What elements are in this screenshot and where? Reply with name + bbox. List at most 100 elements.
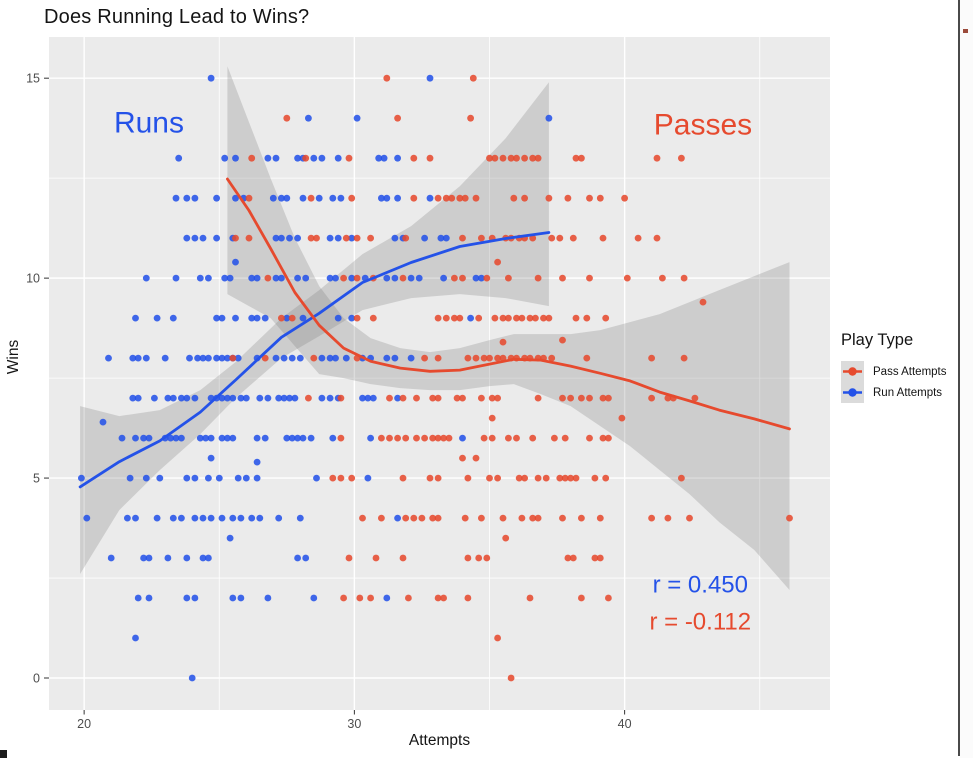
scatter-point-run-attempts [126,474,134,482]
scatter-point-run-attempts [426,74,434,82]
scatter-point-pass-attempts [586,394,593,402]
scatter-point-pass-attempts [464,354,472,362]
scatter-point-run-attempts [294,274,301,282]
scatter-point-run-attempts [332,354,339,362]
scatter-point-pass-attempts [245,194,253,202]
scatter-point-pass-attempts [499,154,507,162]
scatter-point-pass-attempts [472,354,480,362]
scatter-point-run-attempts [288,434,296,442]
scatter-point-run-attempts [275,514,283,522]
scatter-point-run-attempts [421,234,428,242]
scatter-point-pass-attempts [359,514,366,522]
scatter-point-run-attempts [140,434,148,442]
scatter-point-pass-attempts [548,234,556,242]
scatter-point-pass-attempts [345,154,353,162]
scatter-point-pass-attempts [591,474,599,482]
scatter-point-run-attempts [237,594,245,602]
scatter-point-pass-attempts [405,594,412,602]
scatter-point-pass-attempts [402,434,410,442]
scatter-point-pass-attempts [494,394,501,402]
scatter-point-run-attempts [191,474,199,482]
scatter-point-run-attempts [318,154,326,162]
scatter-point-run-attempts [310,154,318,162]
scatter-point-pass-attempts [499,514,507,522]
scatter-point-run-attempts [207,454,215,462]
scatter-point-pass-attempts [372,554,380,562]
scatter-point-pass-attempts [442,194,450,202]
scatter-point-pass-attempts [478,234,485,242]
scatter-point-pass-attempts [583,354,591,362]
scatter-point-pass-attempts [578,594,585,602]
scatter-point-pass-attempts [586,434,593,442]
scatter-point-pass-attempts [507,674,515,682]
scatter-point-run-attempts [342,354,350,362]
scatter-point-pass-attempts [434,514,442,522]
scatter-point-pass-attempts [451,274,458,282]
scatter-point-run-attempts [437,234,445,242]
scatter-point-run-attempts [332,274,339,282]
scatter-point-pass-attempts [621,194,628,202]
scatter-point-run-attempts [348,314,356,322]
scatter-point-run-attempts [472,274,480,282]
scatter-point-run-attempts [129,354,137,362]
scatter-point-pass-attempts [313,234,320,242]
scatter-point-run-attempts [318,354,326,362]
scatter-point-pass-attempts [464,554,472,562]
scatter-point-pass-attempts [307,234,315,242]
scatter-point-run-attempts [394,154,401,162]
scatter-point-run-attempts [202,434,210,442]
scatter-point-pass-attempts [605,594,612,602]
scatter-point-run-attempts [229,394,237,402]
scatter-point-run-attempts [161,354,169,362]
legend-label-run-attempts: Run Attempts [873,386,943,399]
scatter-point-run-attempts [272,154,280,162]
scatter-point-pass-attempts [634,234,642,242]
scatter-point-run-attempts [242,394,250,402]
scatter-point-run-attempts [394,514,401,522]
scatter-point-run-attempts [286,394,293,402]
scatter-point-pass-attempts [340,274,347,282]
smooth-line-run-attempts [78,231,551,489]
scatter-point-pass-attempts [488,394,496,402]
scatter-point-run-attempts [129,394,137,402]
scatter-point-pass-attempts [378,514,385,522]
scatter-point-run-attempts [318,394,326,402]
scatter-point-pass-attempts [653,154,661,162]
scatter-point-pass-attempts [229,354,237,362]
scatter-point-pass-attempts [529,234,537,242]
x-tick-label: 20 [77,717,91,731]
scatter-point-run-attempts [156,474,164,482]
scatter-point-pass-attempts [545,314,553,322]
scatter-point-pass-attempts [434,434,442,442]
scatter-point-pass-attempts [648,354,655,362]
scatter-point-pass-attempts [578,154,585,162]
scatter-point-run-attempts [545,114,553,122]
scatter-point-pass-attempts [529,434,537,442]
scatter-point-run-attempts [183,554,191,562]
scatter-point-pass-attempts [459,454,466,462]
pane-divider[interactable] [958,0,960,756]
scatter-point-pass-attempts [567,394,574,402]
confidence-band-run-attempts [80,82,549,574]
scatter-point-run-attempts [415,274,423,282]
scatter-point-run-attempts [215,474,223,482]
scatter-point-run-attempts [407,274,415,282]
scatter-point-pass-attempts [540,314,547,322]
scatter-point-run-attempts [307,434,315,442]
scatter-point-run-attempts [229,594,237,602]
scatter-point-run-attempts [383,194,391,202]
scatter-point-run-attempts [140,554,148,562]
scatter-point-run-attempts [256,514,264,522]
scatter-point-pass-attempts [426,154,434,162]
scatter-point-pass-attempts [367,594,374,602]
legend-label-pass-attempts: Pass Attempts [873,365,947,378]
scatter-point-pass-attempts [586,194,593,202]
scatter-point-run-attempts [310,594,318,602]
scatter-point-pass-attempts [464,594,472,602]
scatter-point-run-attempts [232,314,239,322]
scatter-point-pass-attempts [348,194,356,202]
scatter-point-pass-attempts [521,154,528,162]
scatter-point-pass-attempts [659,274,666,282]
scatter-point-pass-attempts [605,394,612,402]
scatter-point-run-attempts [253,474,261,482]
